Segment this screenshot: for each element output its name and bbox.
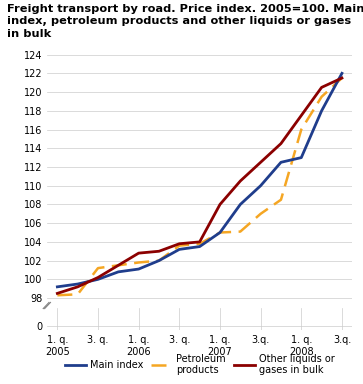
Other liquids or
gases in bulk xyxy=(96,275,100,280)
Other liquids or
gases in bulk xyxy=(76,285,80,289)
Petroleum
products xyxy=(238,229,242,234)
Petroleum
products xyxy=(299,127,303,132)
Petroleum
products xyxy=(157,258,161,263)
Text: Freight transport by road. Price index. 2005=100. Main
index, petroleum products: Freight transport by road. Price index. … xyxy=(7,4,363,39)
Other liquids or
gases in bulk xyxy=(177,242,182,246)
Main index xyxy=(299,155,303,160)
Main index xyxy=(157,258,161,263)
Petroleum
products xyxy=(96,266,100,270)
Other liquids or
gases in bulk xyxy=(218,202,222,207)
Line: Main index: Main index xyxy=(57,73,342,287)
Other liquids or
gases in bulk xyxy=(157,249,161,253)
Main index xyxy=(279,160,283,165)
Petroleum
products xyxy=(197,242,202,246)
Main index xyxy=(319,109,324,113)
Main index xyxy=(55,285,60,289)
Other liquids or
gases in bulk xyxy=(136,251,141,255)
Petroleum
products xyxy=(218,230,222,235)
Main index xyxy=(258,184,263,188)
Line: Petroleum
products: Petroleum products xyxy=(57,78,342,295)
Main index xyxy=(76,282,80,286)
Other liquids or
gases in bulk xyxy=(340,76,344,80)
Petroleum
products xyxy=(279,197,283,202)
Other liquids or
gases in bulk xyxy=(319,85,324,90)
Other liquids or
gases in bulk xyxy=(55,291,60,296)
Petroleum
products xyxy=(258,212,263,216)
Main index xyxy=(218,230,222,235)
Main index xyxy=(197,244,202,249)
Main index xyxy=(340,71,344,76)
Main index xyxy=(177,247,182,252)
Main index xyxy=(136,267,141,271)
Petroleum
products xyxy=(136,260,141,265)
Other liquids or
gases in bulk xyxy=(299,113,303,118)
Petroleum
products xyxy=(76,292,80,296)
Petroleum
products xyxy=(319,94,324,99)
Main index xyxy=(96,277,100,281)
Legend: Main index, Petroleum
products, Other liquids or
gases in bulk: Main index, Petroleum products, Other li… xyxy=(61,350,339,379)
Petroleum
products xyxy=(55,293,60,298)
Other liquids or
gases in bulk xyxy=(197,240,202,244)
Main index xyxy=(116,270,121,274)
Line: Other liquids or
gases in bulk: Other liquids or gases in bulk xyxy=(57,78,342,293)
Main index xyxy=(238,202,242,207)
Other liquids or
gases in bulk xyxy=(116,263,121,268)
Petroleum
products xyxy=(177,243,182,248)
Other liquids or
gases in bulk xyxy=(279,141,283,146)
Other liquids or
gases in bulk xyxy=(258,160,263,165)
Petroleum
products xyxy=(116,263,121,268)
Other liquids or
gases in bulk xyxy=(238,179,242,183)
Petroleum
products xyxy=(340,76,344,80)
